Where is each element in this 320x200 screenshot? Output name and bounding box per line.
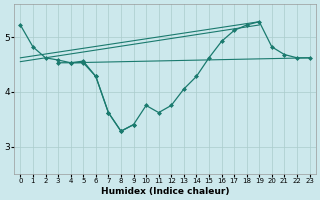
X-axis label: Humidex (Indice chaleur): Humidex (Indice chaleur) xyxy=(101,187,229,196)
